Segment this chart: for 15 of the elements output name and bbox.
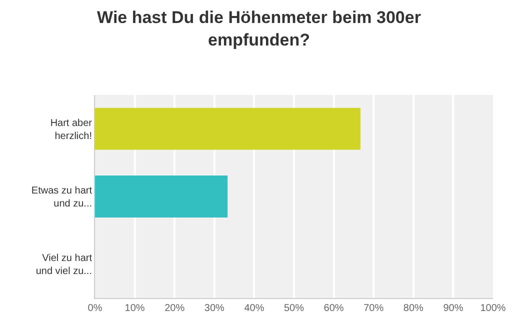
x-tick-label: 70% [364, 303, 384, 314]
x-tick-label: 60% [324, 303, 344, 314]
y-tick-label: Hart aber herzlich! [50, 118, 93, 142]
chart-title: Wie hast Du die Höhenmeter beim 300er empfunden? [97, 8, 422, 50]
x-tick-label: 0% [88, 303, 102, 314]
x-tick-label: 80% [403, 303, 424, 314]
x-tick-label: 50% [284, 303, 304, 314]
x-tick-label: 40% [244, 303, 264, 314]
x-tick-label: 90% [443, 303, 464, 314]
y-tick-label: Viel zu hart und viel zu... [36, 253, 92, 278]
x-tick-label: 10% [124, 303, 145, 314]
x-tick-label: 20% [164, 303, 185, 314]
x-tick-label: 100% [480, 303, 506, 314]
x-tick-label: 30% [204, 303, 225, 314]
y-tick-label: Etwas zu hart und zu... [31, 186, 92, 210]
